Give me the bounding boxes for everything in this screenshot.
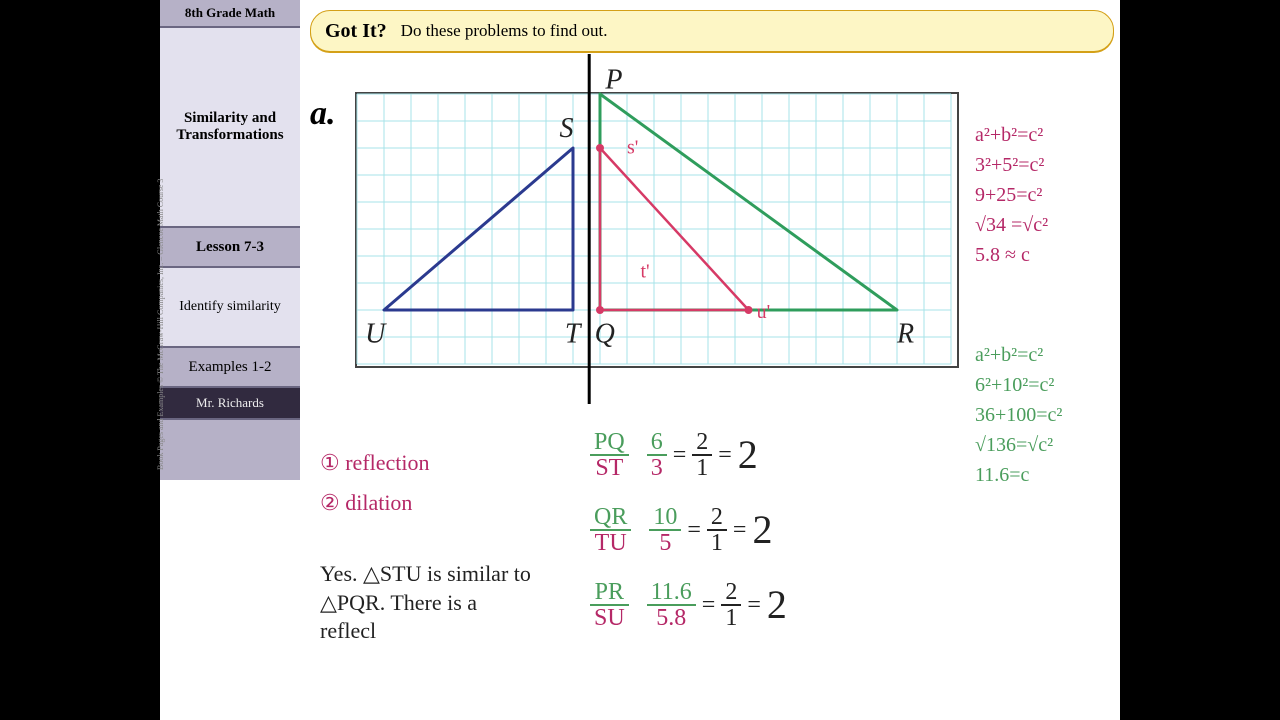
grid-svg: STUPQRs't'u' [357, 94, 957, 366]
svg-text:R: R [896, 318, 914, 349]
ratio-row-2: QRTU 105 = 21 = 2 [590, 505, 772, 555]
ratio-row-1: PQST 63 = 21 = 2 [590, 430, 758, 480]
pythagoras-green: a²+b²=c²6²+10²=c²36+100=c²√136=√c²11.6=c [975, 340, 1062, 490]
sidebar-title: 8th Grade Math [160, 0, 300, 28]
answer-text: Yes. △STU is similar to△PQR. There is ar… [320, 560, 531, 646]
sidebar-lesson: Lesson 7-3 [160, 228, 300, 268]
got-it-label: Got It? [325, 20, 387, 43]
step-2: ② dilation [320, 490, 412, 516]
sidebar: 8th Grade Math Similarity and Transforma… [160, 0, 300, 480]
got-it-banner: Got It? Do these problems to find out. [310, 10, 1114, 52]
svg-text:u': u' [757, 301, 771, 323]
sidebar-topic: Similarity and Transformations [160, 28, 300, 228]
svg-text:S: S [560, 113, 574, 144]
svg-text:Q: Q [595, 318, 615, 349]
pythagoras-red: a²+b²=c²3²+5²=c²9+25=c²√34 =√c²5.8 ≈ c [975, 120, 1048, 270]
svg-text:t': t' [641, 261, 650, 283]
ratio-row-3: PRSU 11.65.8 = 21 = 2 [590, 580, 787, 630]
sidebar-teacher: Mr. Richards [160, 388, 300, 420]
svg-text:P: P [604, 65, 622, 96]
grid-panel: STUPQRs't'u' [355, 92, 959, 368]
svg-text:U: U [365, 318, 387, 349]
banner-prompt: Do these problems to find out. [401, 21, 608, 41]
stage: 8th Grade Math Similarity and Transforma… [160, 0, 1120, 720]
svg-text:s': s' [627, 136, 638, 158]
step-1: ① reflection [320, 450, 430, 476]
copyright-text: Book Pages and Examples © The McGraw-Hil… [156, 10, 165, 470]
sidebar-objective: Identify similarity [160, 268, 300, 348]
sidebar-examples: Examples 1-2 [160, 348, 300, 388]
svg-text:T: T [565, 318, 583, 349]
problem-label: a. [310, 95, 336, 133]
